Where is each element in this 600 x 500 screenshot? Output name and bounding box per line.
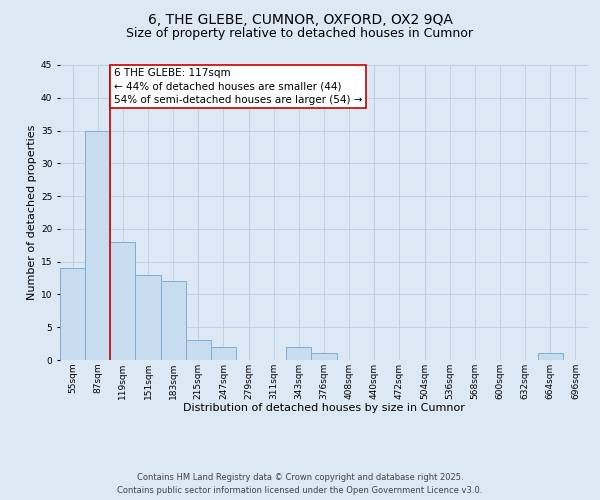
Bar bbox=[85, 130, 110, 360]
Bar bbox=[110, 242, 136, 360]
Y-axis label: Number of detached properties: Number of detached properties bbox=[26, 125, 37, 300]
Bar bbox=[286, 347, 311, 360]
Text: 6, THE GLEBE, CUMNOR, OXFORD, OX2 9QA: 6, THE GLEBE, CUMNOR, OXFORD, OX2 9QA bbox=[148, 12, 452, 26]
Text: 6 THE GLEBE: 117sqm
← 44% of detached houses are smaller (44)
54% of semi-detach: 6 THE GLEBE: 117sqm ← 44% of detached ho… bbox=[114, 68, 362, 104]
Bar bbox=[211, 347, 236, 360]
Bar bbox=[311, 354, 337, 360]
X-axis label: Distribution of detached houses by size in Cumnor: Distribution of detached houses by size … bbox=[183, 404, 465, 413]
Bar bbox=[161, 282, 186, 360]
Bar bbox=[60, 268, 85, 360]
Text: Contains HM Land Registry data © Crown copyright and database right 2025.
Contai: Contains HM Land Registry data © Crown c… bbox=[118, 474, 482, 495]
Bar bbox=[136, 275, 161, 360]
Text: Size of property relative to detached houses in Cumnor: Size of property relative to detached ho… bbox=[127, 28, 473, 40]
Bar bbox=[186, 340, 211, 360]
Bar bbox=[538, 354, 563, 360]
